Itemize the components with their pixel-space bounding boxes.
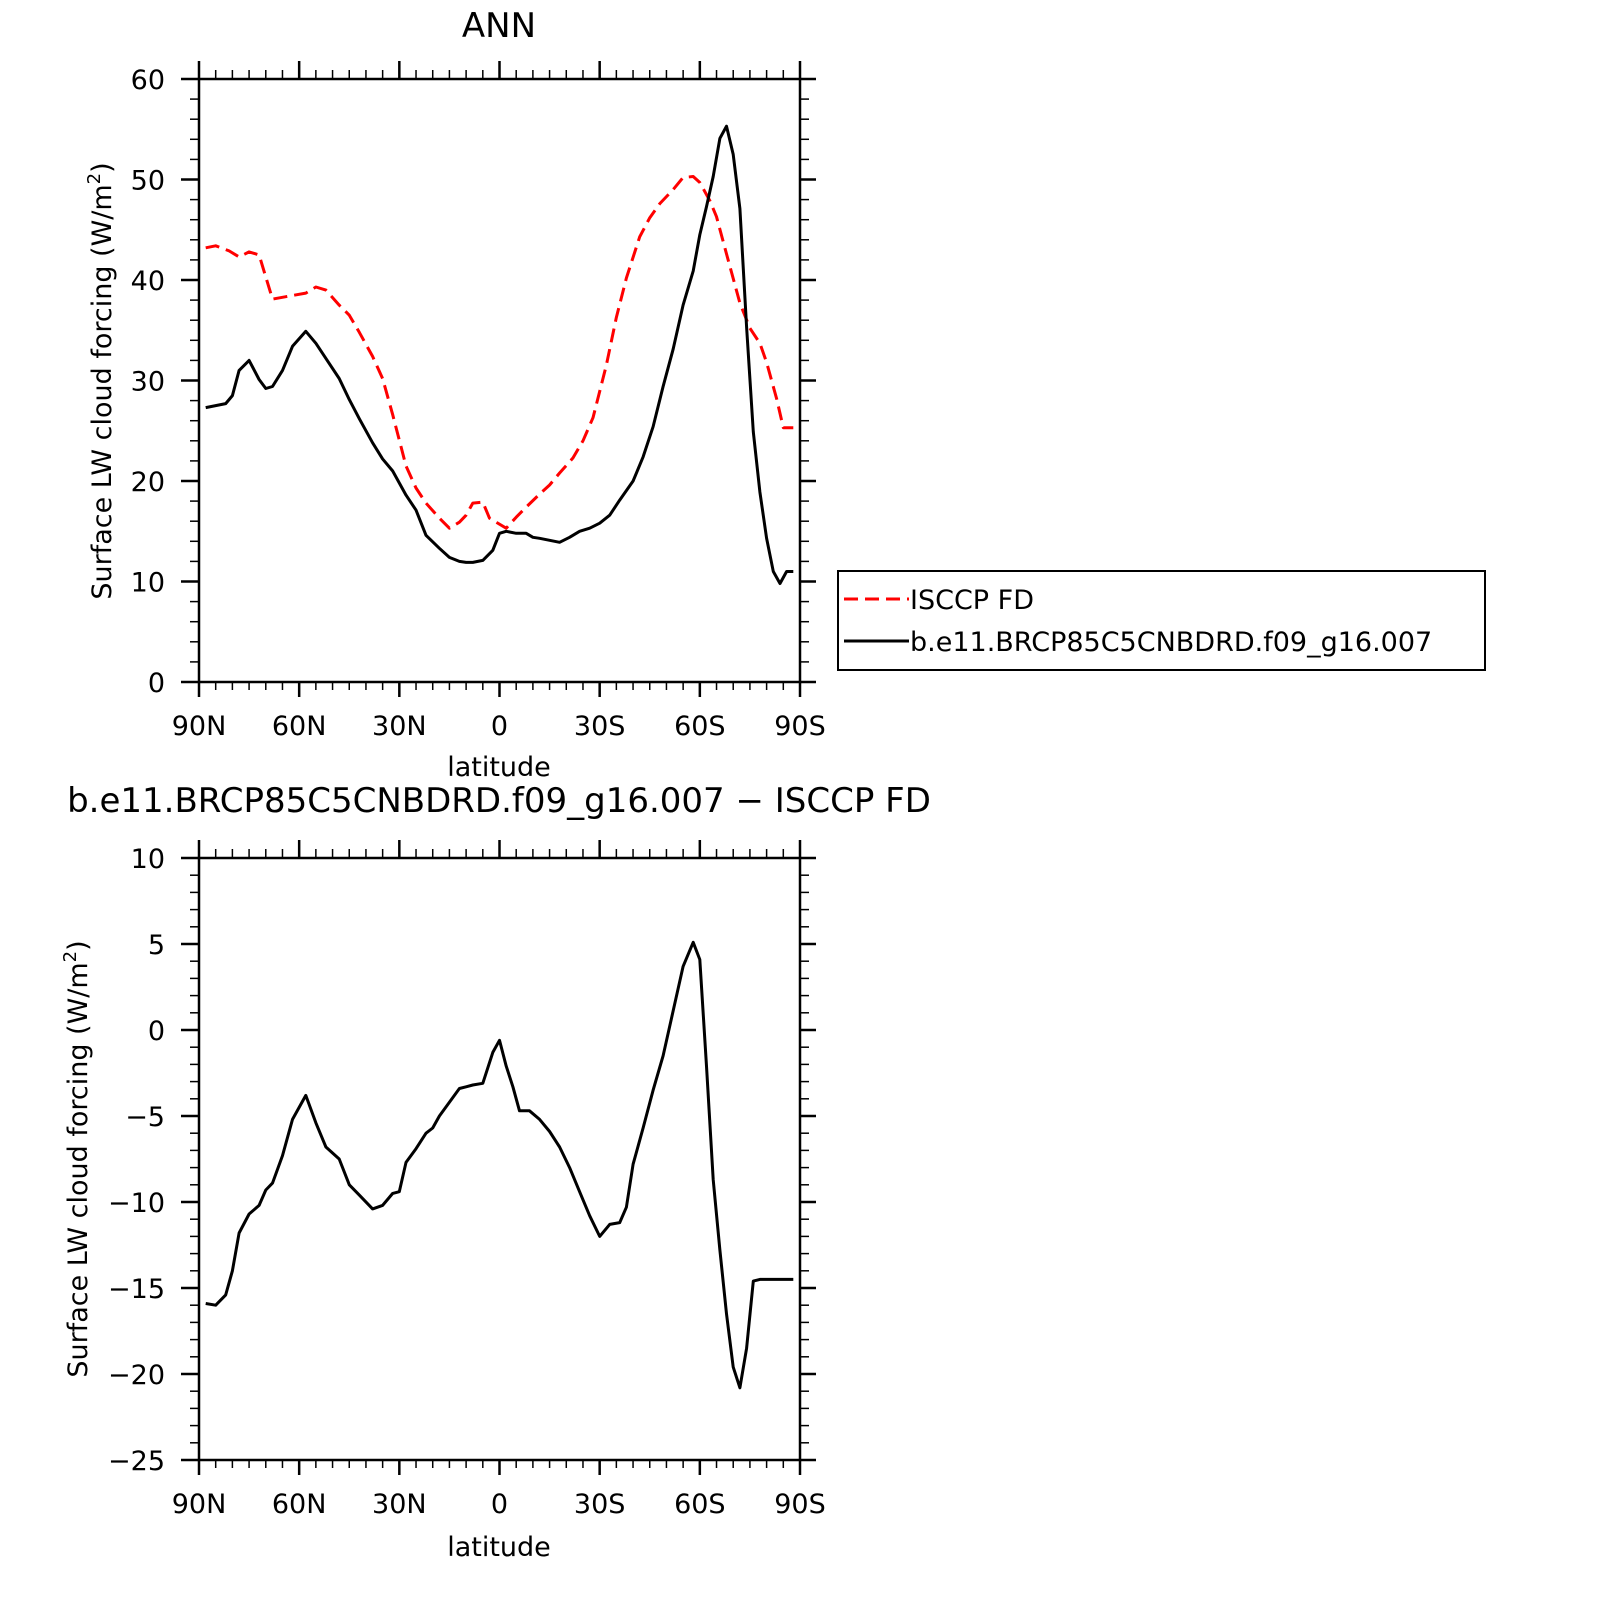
- y-tick-label: 0: [148, 1016, 165, 1047]
- y-tick-label: −25: [108, 1446, 165, 1477]
- legend-label-model: b.e11.BRCP85C5CNBDRD.f09_g16.007: [910, 627, 1432, 658]
- top-chart-series: [205, 124, 794, 585]
- legend-box: [837, 570, 1486, 671]
- x-tick-label: 90S: [774, 1489, 826, 1520]
- bottom-chart-series: [205, 940, 794, 1390]
- x-tick-label: 90S: [774, 711, 826, 742]
- y-tick-label: 50: [131, 166, 165, 197]
- y-tick-label: 10: [131, 844, 165, 875]
- top-chart-title: ANN: [462, 6, 536, 46]
- bottom-chart-ylabel: Surface LW cloud forcing (W/m2): [60, 940, 94, 1377]
- model-line: [205, 124, 794, 585]
- x-tick-label: 30S: [574, 711, 626, 742]
- top-chart-xlabel: latitude: [447, 752, 551, 783]
- bottom-chart-axes: −25 −20 −15 −10 −5 0 5 10 90N 60N 30N 0 30S 60S 90S: [108, 840, 826, 1520]
- x-tick-label: 30N: [372, 1489, 427, 1520]
- x-tick-label: 90N: [172, 711, 227, 742]
- y-tick-label: 0: [148, 668, 165, 699]
- legend: ISCCP FD b.e11.BRCP85C5CNBDRD.f09_g16.00…: [837, 570, 1486, 671]
- bottom-chart-xlabel: latitude: [447, 1532, 551, 1563]
- bottom-chart-frame: [197, 856, 802, 1462]
- x-tick-label: 30S: [574, 1489, 626, 1520]
- top-chart-panel: ANN 0 10 20 30 40 50 60 90N 60N 30N 0 30S 60S 90S lat…: [84, 6, 1486, 783]
- x-tick-label: 0: [491, 711, 508, 742]
- y-tick-label: −15: [108, 1274, 165, 1305]
- y-tick-label: −5: [125, 1102, 165, 1133]
- x-tick-label: 60S: [674, 711, 726, 742]
- isccp-fd-line: [205, 175, 794, 530]
- x-tick-label: 30N: [372, 711, 427, 742]
- top-chart-frame: [197, 77, 802, 684]
- y-tick-label: −10: [108, 1188, 165, 1219]
- x-tick-label: 60N: [272, 1489, 327, 1520]
- y-tick-label: 10: [131, 568, 165, 599]
- x-tick-label: 60N: [272, 711, 327, 742]
- difference-line: [205, 940, 794, 1390]
- y-tick-label: −20: [108, 1360, 165, 1391]
- top-chart-axes: 0 10 20 30 40 50 60 90N 60N 30N 0 30S 60S 90S: [131, 61, 826, 742]
- x-tick-label: 90N: [172, 1489, 227, 1520]
- y-tick-label: 60: [131, 65, 165, 96]
- legend-label-isccp: ISCCP FD: [910, 585, 1034, 616]
- bottom-chart-panel: b.e11.BRCP85C5CNBDRD.f09_g16.007 − ISCCP…: [60, 781, 931, 1563]
- y-tick-label: 5: [148, 930, 165, 961]
- top-chart-ylabel: Surface LW cloud forcing (W/m2): [84, 162, 118, 599]
- x-tick-label: 0: [491, 1489, 508, 1520]
- y-tick-label: 40: [131, 266, 165, 297]
- bottom-chart-title: b.e11.BRCP85C5CNBDRD.f09_g16.007 − ISCCP…: [67, 781, 931, 821]
- x-tick-label: 60S: [674, 1489, 726, 1520]
- y-tick-label: 30: [131, 367, 165, 398]
- y-tick-label: 20: [131, 467, 165, 498]
